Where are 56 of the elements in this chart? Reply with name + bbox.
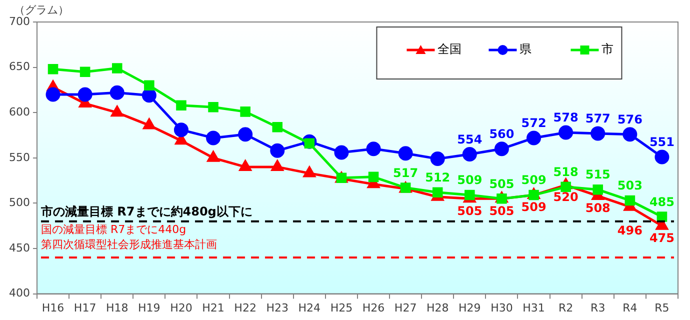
- data-label: 518: [553, 165, 578, 180]
- data-label: 554: [457, 132, 482, 146]
- x-tick-label: H30: [490, 301, 513, 314]
- ref-line-label: 国の減量目標 R7までに440g 第四次循環型社会形成推進基本計画: [40, 222, 217, 251]
- y-axis-title: （グラム）: [14, 3, 69, 16]
- x-tick-label: H21: [202, 301, 224, 314]
- data-label: 517: [393, 166, 418, 180]
- x-tick-label: H27: [394, 301, 417, 314]
- x-tick-label: H25: [330, 301, 353, 314]
- x-tick-label: H24: [298, 301, 321, 314]
- x-tick-label: H18: [106, 301, 128, 314]
- data-label: 509: [521, 173, 546, 188]
- data-label: 475: [649, 230, 675, 245]
- data-label: 520: [553, 190, 578, 204]
- legend-label: 市: [602, 42, 614, 56]
- data-label: 496: [617, 223, 642, 238]
- data-label: 578: [553, 110, 578, 125]
- y-tick-label: 500: [8, 196, 30, 210]
- x-tick-label: H17: [74, 301, 96, 314]
- y-tick-label: 650: [8, 60, 30, 74]
- data-label: 485: [649, 194, 675, 209]
- data-label: 503: [617, 178, 642, 193]
- data-label: 577: [585, 112, 610, 126]
- y-tick-label: 600: [8, 105, 30, 118]
- y-tick-label: 700: [8, 14, 30, 28]
- y-tick-label: 550: [8, 150, 30, 164]
- data-label: 505: [457, 204, 482, 218]
- data-label: 551: [649, 135, 675, 150]
- x-tick-label: H26: [362, 301, 385, 314]
- x-tick-label: H23: [266, 301, 289, 314]
- legend-label: 県: [520, 42, 532, 56]
- ref-line-label: 市の減量目標 R7までに約480g以下に: [40, 204, 252, 218]
- y-tick-label: 450: [8, 241, 30, 254]
- data-label: 509: [457, 173, 482, 188]
- y-tick-label: 400: [8, 286, 30, 300]
- x-tick-label: H20: [170, 301, 192, 314]
- data-label: 576: [617, 112, 642, 126]
- x-tick-label: R3: [590, 301, 606, 314]
- x-tick-label: H28: [426, 301, 449, 314]
- data-label: 560: [489, 126, 514, 141]
- data-label: 515: [585, 168, 610, 182]
- x-tick-label: R5: [654, 301, 670, 314]
- x-tick-label: R2: [558, 301, 574, 314]
- x-tick-label: H29: [458, 301, 481, 314]
- data-label: 572: [521, 116, 546, 130]
- legend-label: 全国: [438, 42, 462, 56]
- data-label: 509: [521, 200, 546, 214]
- data-label: 508: [585, 201, 610, 216]
- x-tick-label: H31: [522, 301, 545, 314]
- x-tick-label: R4: [622, 301, 638, 314]
- data-label: 505: [489, 204, 514, 218]
- x-tick-label: H19: [138, 301, 160, 314]
- data-label: 512: [425, 170, 450, 184]
- x-tick-label: H16: [42, 301, 64, 314]
- x-tick-label: H22: [234, 301, 256, 314]
- data-label: 505: [489, 176, 514, 191]
